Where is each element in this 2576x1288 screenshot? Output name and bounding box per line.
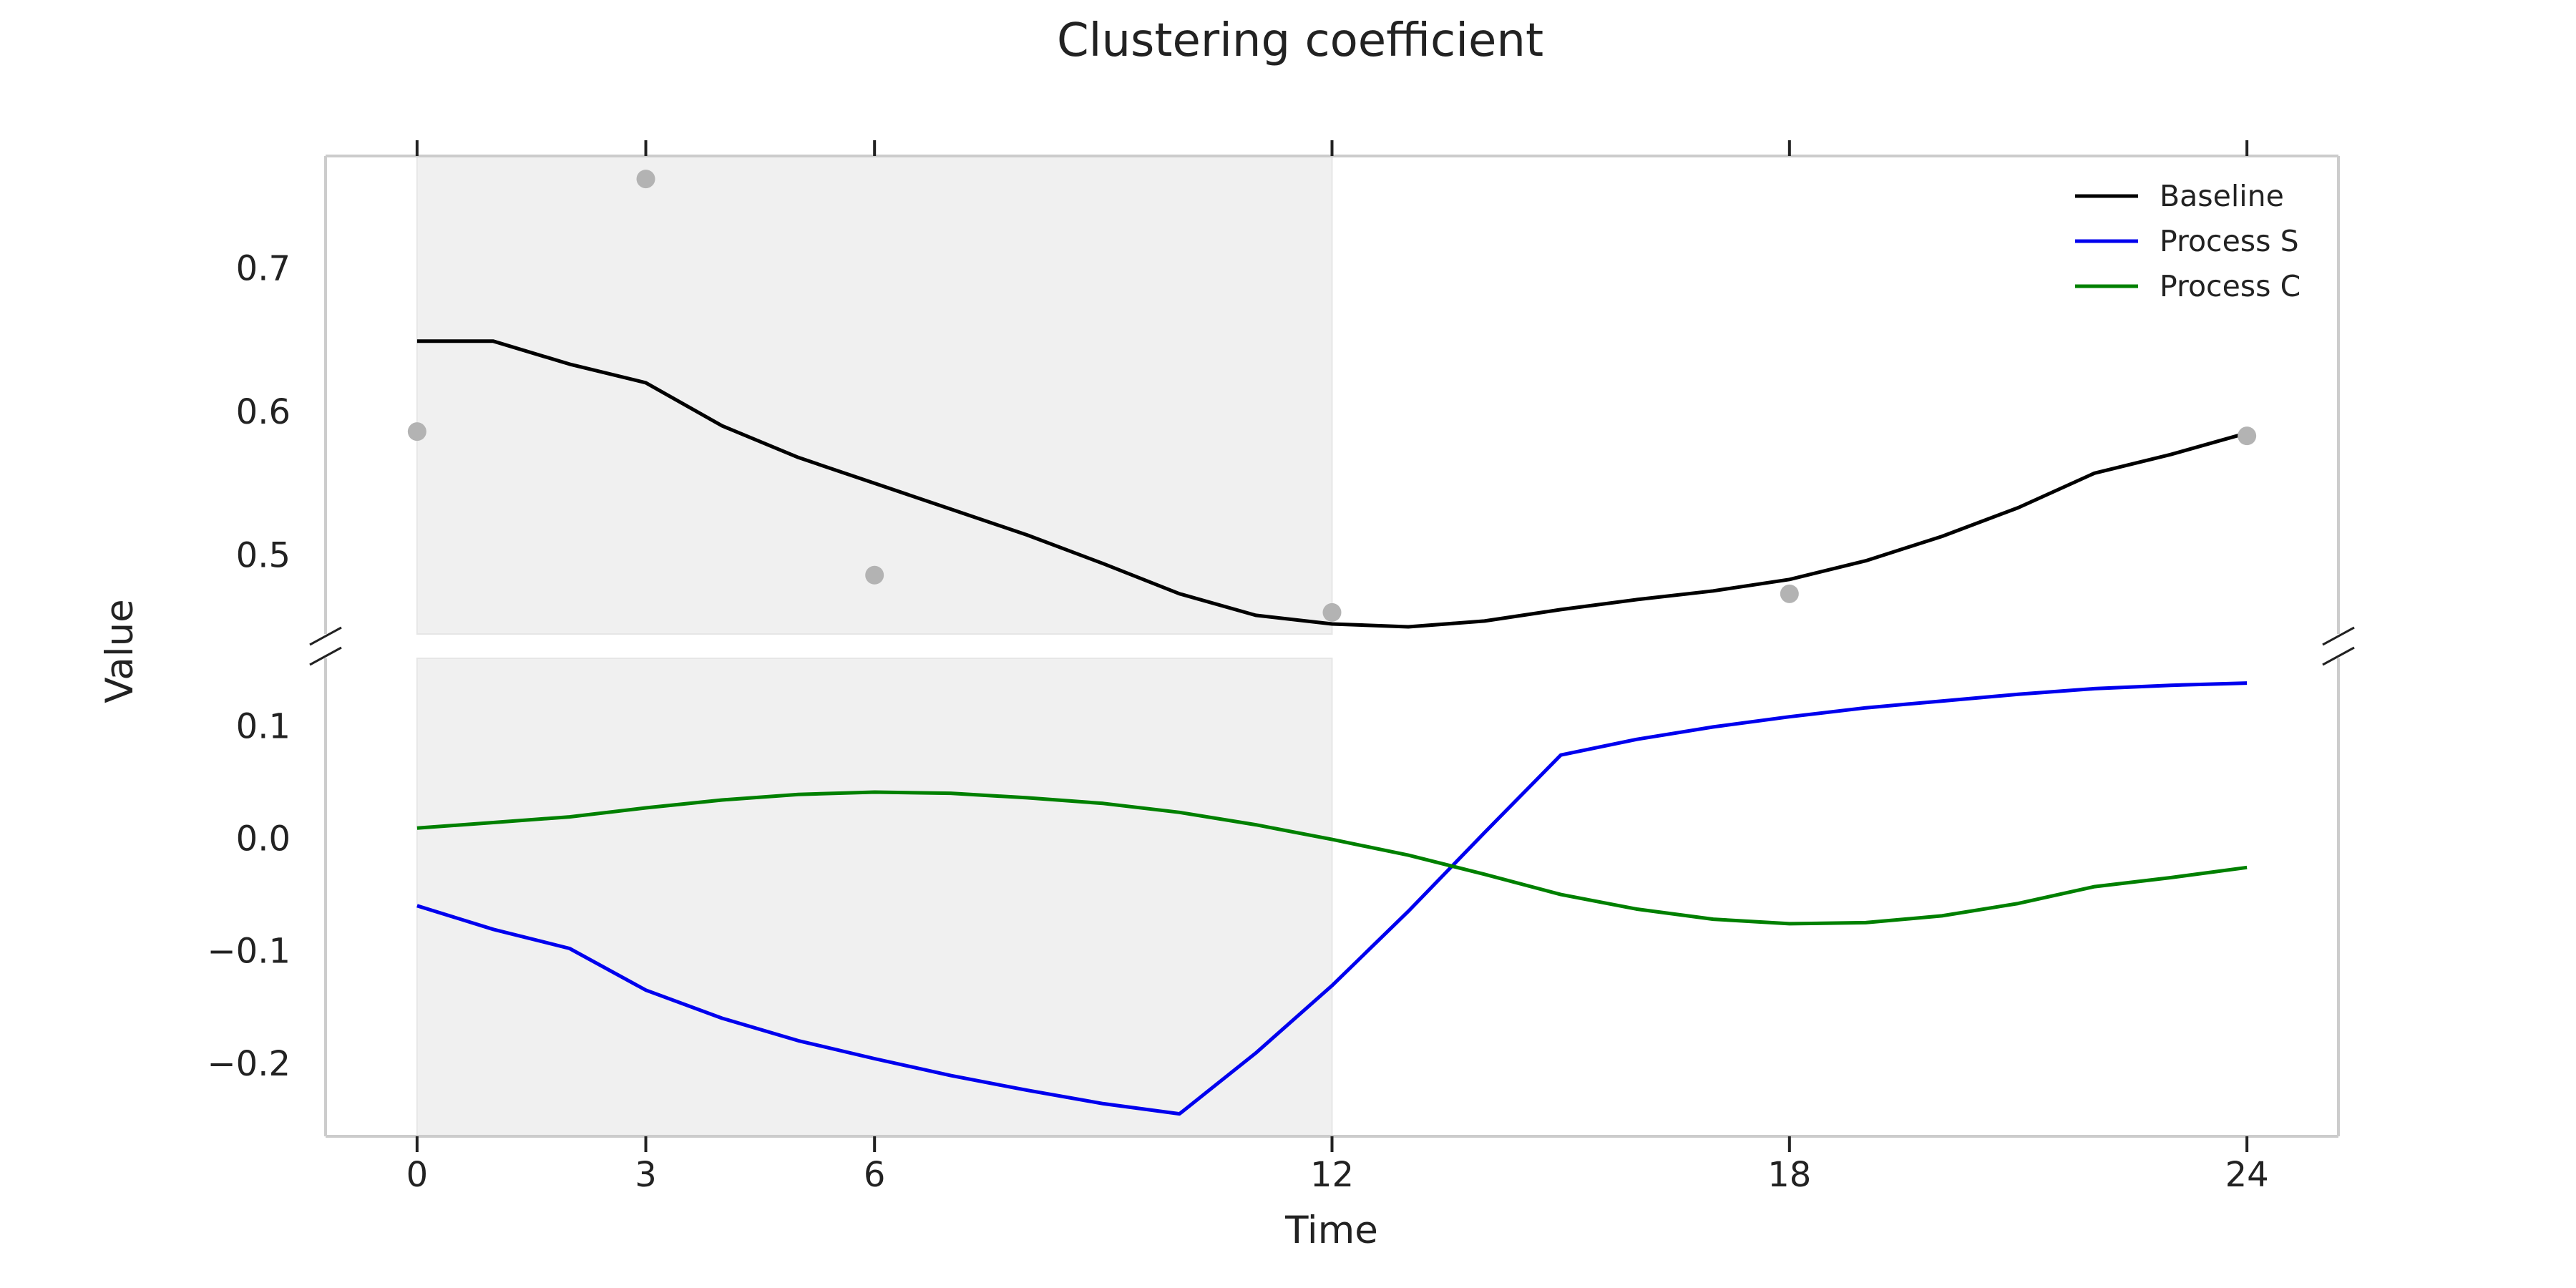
marker-point-6 [865, 565, 884, 585]
plot-area: 0 3 6 12 18 24 0.5 0.6 0.7 −0.2 −0.1 0.0 0.1 Baseline… [207, 140, 2355, 1195]
axis-break-mark-right-1 [2322, 626, 2355, 646]
chart-title: Clustering coefficient [1057, 14, 1543, 67]
y-tick-label-bottom-3: 0.1 [236, 706, 291, 746]
x-tick-label-12: 12 [1310, 1155, 1354, 1195]
axis-break-mark-right-2 [2322, 646, 2355, 666]
y-axis-label: Value [98, 599, 142, 703]
marker-point-0 [407, 422, 426, 441]
marker-point-24 [2238, 426, 2257, 446]
x-tick-label-3: 3 [635, 1155, 657, 1195]
series-line-process-s [416, 681, 2248, 1116]
y-tick-label-bottom-2: 0.0 [236, 819, 291, 859]
legend-label-process-s: Process S [2160, 224, 2299, 258]
legend-label-baseline: Baseline [2160, 179, 2284, 213]
x-tick-label-18: 18 [1767, 1155, 1811, 1195]
y-tick-label-top-0.5: 0.5 [236, 536, 291, 576]
axis-break-mark-left-1 [309, 626, 342, 646]
y-tick-label-top-0.7: 0.7 [236, 248, 291, 288]
x-tick-label-0: 0 [406, 1155, 429, 1195]
x-tick-label-6: 6 [864, 1155, 886, 1195]
x-tick-label-24: 24 [2225, 1155, 2269, 1195]
series-line-baseline [416, 339, 2248, 629]
highlight-region-top [416, 155, 1333, 635]
series-line-process-c [416, 790, 2248, 926]
y-tick-label-top-0.6: 0.6 [236, 392, 291, 432]
axis-break-mark-left-2 [309, 646, 342, 666]
marker-point-3 [636, 170, 655, 189]
y-tick-label-bottom-0: −0.2 [207, 1044, 291, 1084]
y-tick-label-bottom-1: −0.1 [207, 932, 291, 972]
marker-point-18 [1780, 584, 1799, 603]
marker-point-12 [1322, 602, 1342, 622]
x-axis-label: Time [1284, 1209, 1378, 1252]
highlight-region-bottom [416, 658, 1333, 1137]
legend-label-process-c: Process C [2160, 269, 2301, 303]
